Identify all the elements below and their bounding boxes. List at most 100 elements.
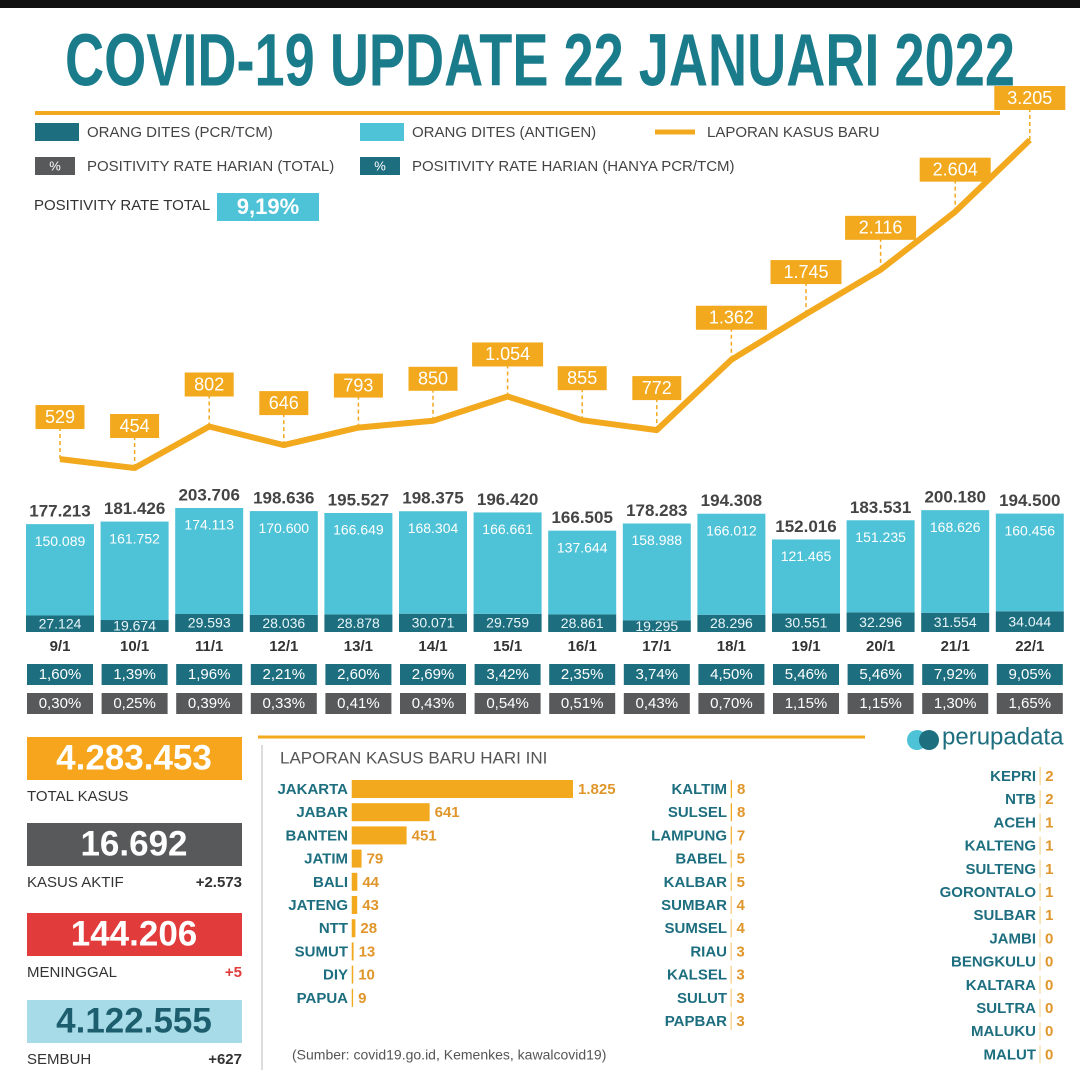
- total-label: 177.213: [29, 502, 90, 521]
- positivity-box: [847, 693, 914, 714]
- bar-value-label: 166.661: [482, 521, 533, 537]
- line-label-box: [35, 405, 85, 430]
- positivity-box: [996, 664, 1063, 685]
- bar: [731, 849, 732, 868]
- category-label: RIAU: [690, 943, 727, 960]
- category-label: KALBAR: [664, 874, 727, 891]
- total-label: 195.527: [328, 490, 389, 509]
- bar-value-label: 34.044: [1008, 613, 1051, 629]
- x-tick-label: 19/1: [791, 638, 820, 655]
- stat-box: [27, 823, 242, 866]
- positivity-box: [922, 664, 989, 685]
- bar-value-label: 3: [736, 1013, 744, 1030]
- positivity-label: 2,21%: [263, 666, 306, 683]
- bar-value-label: 451: [412, 827, 437, 844]
- total-label: 203.706: [178, 485, 239, 504]
- bar-value-label: 13: [359, 943, 376, 960]
- bar-value-label: 0: [1045, 1000, 1053, 1017]
- category-label: LAMPUNG: [651, 827, 727, 844]
- bar: [731, 803, 732, 822]
- bar-value-label: 43: [362, 897, 379, 914]
- line-value-label: 802: [194, 374, 224, 394]
- bar-value-label: 1: [1045, 884, 1053, 901]
- bar-value-label: 168.626: [930, 519, 981, 535]
- line-value-label: 529: [45, 407, 75, 427]
- bar: [352, 803, 430, 822]
- bar-segment: [622, 523, 691, 621]
- bar-segment: [399, 511, 467, 614]
- positivity-box: [400, 664, 466, 685]
- bar-segment: [324, 614, 393, 632]
- total-label: 183.531: [850, 498, 911, 517]
- bar: [352, 826, 407, 845]
- bar-segment: [921, 612, 990, 632]
- bar-value-label: 151.235: [855, 529, 906, 545]
- bar: [352, 896, 358, 914]
- line-value-label: 1.362: [709, 307, 754, 327]
- bar-value-label: 121.465: [781, 548, 832, 564]
- positivity-box: [698, 664, 765, 685]
- legend-label: ORANG DITES (ANTIGEN): [412, 124, 596, 141]
- category-label: KALTENG: [965, 838, 1036, 855]
- stat-label: MENINGGAL: [27, 964, 117, 981]
- line-label-box: [845, 215, 917, 240]
- category-label: JAKARTA: [277, 781, 348, 798]
- bar-value-label: 1.825: [578, 781, 616, 798]
- bar-value-label: 170.600: [258, 520, 309, 536]
- bar-value-label: 150.089: [35, 533, 86, 549]
- positivity-label: 0,30%: [39, 695, 82, 712]
- x-tick-label: 16/1: [568, 638, 597, 655]
- stat-box: [27, 913, 242, 956]
- positivity-label: 0,70%: [710, 695, 753, 712]
- bar-value-label: 31.554: [934, 614, 977, 630]
- category-label: BENGKULU: [951, 954, 1036, 971]
- bar-value-label: 5: [737, 851, 745, 868]
- line-label-box: [919, 157, 991, 182]
- stat-change: +2.573: [196, 874, 242, 891]
- bar-segment: [772, 613, 840, 632]
- line-label-box: [259, 391, 309, 416]
- source: (Sumber: covid19.go.id, Kemenkes, kawalc…: [292, 1047, 606, 1063]
- line-series: [59, 137, 1032, 471]
- bar-value-label: 28.861: [561, 615, 604, 631]
- total-label: 152.016: [775, 517, 836, 536]
- positivity-total-value: 9,19%: [237, 194, 299, 219]
- bar-value-label: 28: [360, 920, 377, 937]
- positivity-box: [101, 664, 168, 685]
- stat-label: TOTAL KASUS: [27, 788, 128, 805]
- legend-swatch: [35, 157, 75, 175]
- bar-value-label: 0: [1045, 1023, 1053, 1040]
- bar: [352, 872, 358, 891]
- positivity-total-box: [217, 193, 319, 221]
- legend-label: LAPORAN KASUS BARU: [707, 124, 880, 141]
- category-label: JAMBI: [989, 930, 1036, 947]
- line-label-box: [695, 305, 767, 330]
- line-value-label: 793: [343, 375, 373, 395]
- stat-value: 144.206: [71, 914, 198, 953]
- bar-value-label: 160.456: [1004, 522, 1055, 538]
- legend-swatch: [360, 157, 400, 175]
- bar-segment: [324, 512, 393, 615]
- bar-value-label: 2: [1045, 768, 1053, 785]
- bar-segment: [473, 613, 542, 632]
- bar-value-label: 166.012: [706, 522, 757, 538]
- bar-value-label: 1: [1045, 861, 1053, 878]
- bar-value-label: 30.551: [785, 614, 828, 630]
- brand: perupadata: [942, 723, 1064, 750]
- bar-segment: [399, 613, 467, 632]
- positivity-label: 3,74%: [636, 666, 679, 683]
- bar-segment: [846, 612, 915, 632]
- bar-value-label: 1: [1045, 907, 1053, 924]
- positivity-label: 0,43%: [636, 695, 679, 712]
- positivity-box: [847, 664, 914, 685]
- bar-value-label: 29.759: [486, 615, 529, 631]
- line-value-label: 2.604: [933, 159, 978, 179]
- legend-symbol: %: [374, 158, 386, 173]
- stat-label: KASUS AKTIF: [27, 874, 124, 891]
- bar-segment: [622, 620, 691, 632]
- total-label: 166.505: [551, 508, 612, 527]
- line-value-label: 3.205: [1007, 88, 1052, 108]
- bar-value-label: 44: [362, 874, 379, 891]
- stat-value: 16.692: [80, 824, 187, 863]
